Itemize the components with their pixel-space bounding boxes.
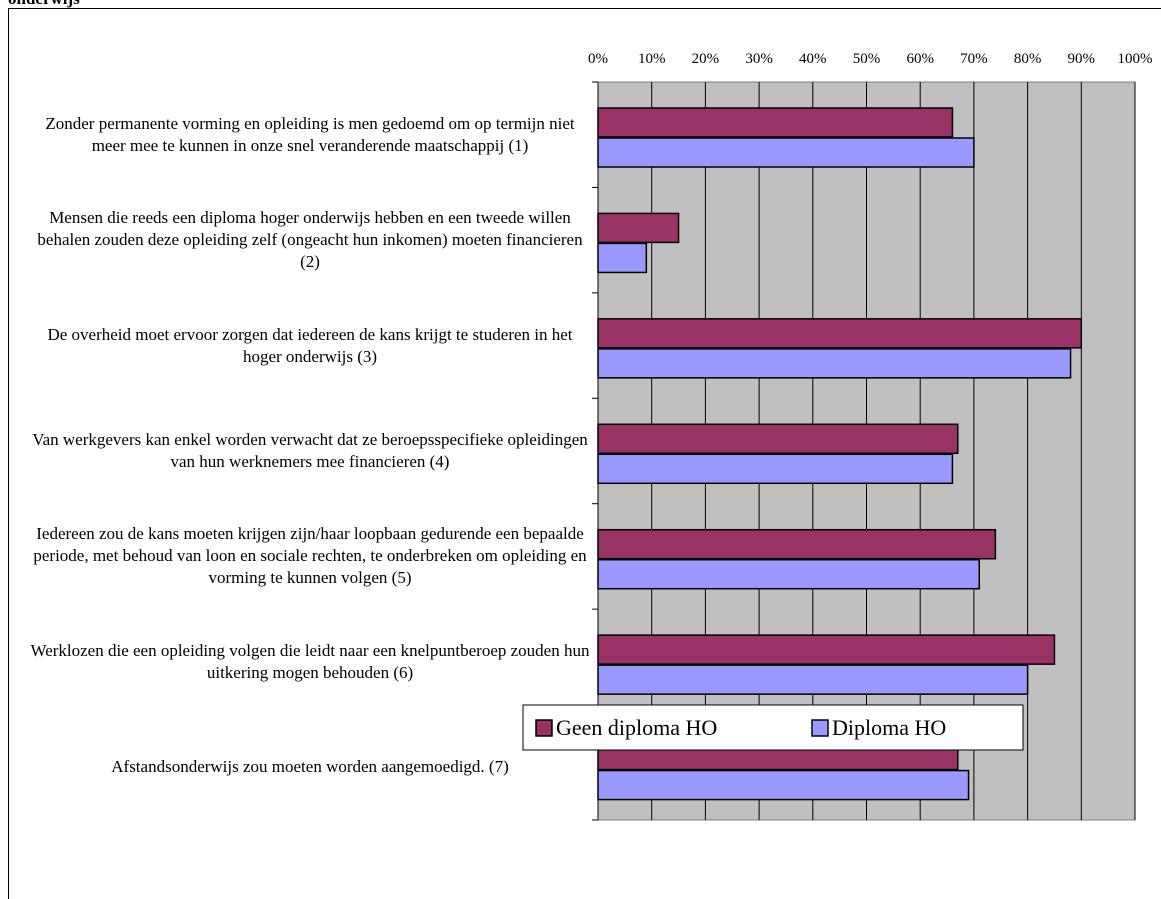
x-tick-label: 50%: [853, 51, 881, 67]
bar: [597, 528, 997, 560]
bar: [597, 664, 1029, 695]
x-tick-label: 60%: [906, 51, 934, 67]
category-label: Mensen die reeds een diploma hoger onder…: [37, 208, 583, 272]
bar: [597, 453, 954, 485]
bar: [597, 558, 981, 590]
category-label: Van werkgevers kan enkel worden verwacht…: [32, 429, 588, 471]
chart-title: onderwijs: [8, 0, 80, 9]
bar: [597, 107, 954, 138]
bar: [597, 634, 1056, 665]
category-label: Werklozen die een opleiding volgen die l…: [30, 640, 590, 682]
x-tick-label: 100%: [1118, 51, 1153, 67]
x-tick-label: 90%: [1068, 51, 1096, 67]
category-label: Zonder permanente vorming en opleiding i…: [45, 113, 575, 155]
bar: [597, 423, 959, 455]
bar: [597, 212, 680, 244]
bar: [597, 137, 975, 168]
category-label: Iedereen zou de kans moeten krijgen zijn…: [33, 524, 587, 588]
x-tick-label: 0%: [588, 51, 608, 67]
bar: [597, 348, 1072, 379]
category-label: De overheid moet ervoor zorgen dat ieder…: [47, 324, 573, 366]
x-tick-label: 80%: [1014, 51, 1042, 67]
legend-label: Geen diploma HO: [556, 715, 717, 740]
x-tick-label: 10%: [638, 51, 666, 67]
x-tick-label: 20%: [692, 51, 720, 67]
legend-swatch: [811, 719, 829, 737]
x-tick-label: 30%: [745, 51, 773, 67]
x-tick-label: 70%: [960, 51, 988, 67]
x-tick-label: 40%: [799, 51, 827, 67]
bar: [597, 242, 648, 274]
bar: [597, 318, 1083, 349]
category-label: Afstandsonderwijs zou moeten worden aang…: [111, 757, 509, 777]
legend-box: [522, 704, 1024, 751]
legend-label: Diploma HO: [832, 715, 946, 740]
bar: [597, 769, 970, 801]
legend-swatch: [535, 719, 553, 737]
